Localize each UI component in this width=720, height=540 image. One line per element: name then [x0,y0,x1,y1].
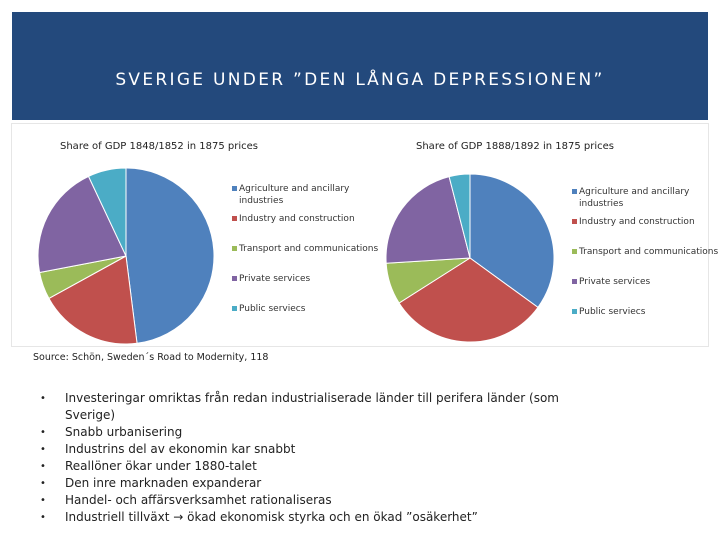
legend-item: Private services [232,273,389,285]
bullet-dot: • [40,495,46,506]
bullet-text: Den inre marknaden expanderar [65,476,262,490]
slice-public-services [87,167,127,257]
bullet-text: Reallöner ökar under 1880-talet [65,459,257,473]
slice-public-services [448,173,471,259]
bullet-text: Handel- och affärsverksamhet rationalise… [65,493,332,507]
slice-industry [398,257,539,343]
slice-agriculture [469,173,555,309]
bullet-dot: • [40,393,46,404]
source-citation: Source: Schön, Sweden´s Road to Modernit… [33,352,269,363]
slice-private-services [37,175,127,274]
legend-label: Transport and communications [579,247,719,257]
bullet-dot: • [40,461,46,472]
legend-item: Transport and communications [572,246,720,258]
bullet-text: Industrins del av ekonomin kar snabbt [65,442,296,456]
slice-private-services [385,176,471,264]
legend-item: Agriculture and ancillary industries [232,183,389,207]
legend-swatch [232,216,237,221]
bullet-list: • Investeringar omriktas från redan indus… [40,390,560,526]
legend-item: Agriculture and ancillary industries [572,186,720,210]
legend-swatch [572,219,577,224]
bullet-item: • Investeringar omriktas från redan indus… [40,390,560,424]
bullet-dot: • [40,478,46,489]
slide-header: SVERIGE UNDER ”DEN LÅNGA DEPRESSIONEN” [12,12,708,120]
legend-swatch [572,279,577,284]
bullet-dot: • [40,512,46,523]
bullet-item: • Snabb urbanisering [40,424,560,441]
legend-label: Private services [579,277,651,287]
bullet-item: • Reallöner ökar under 1880-talet [40,458,560,475]
bullet-dot: • [40,444,46,455]
legend-label: Agriculture and ancillary industries [579,187,690,209]
legend-item: Private services [572,276,720,288]
legend-label: Agriculture and ancillary industries [239,184,350,206]
legend-swatch [572,309,577,314]
bullet-text: Snabb urbanisering [65,425,183,439]
bullet-text: Investeringar omriktas från redan indust… [65,391,559,422]
bullet-item: • Industrins del av ekonomin kar snabbt [40,441,560,458]
legend-swatch [232,246,237,251]
legend-swatch [232,306,237,311]
bullet-item: • Handel- och affärsverksamhet rationalis… [40,492,560,509]
slide-title: SVERIGE UNDER ”DEN LÅNGA DEPRESSIONEN” [115,70,605,90]
legend-swatch [232,276,237,281]
bullet-text: Industriell tillväxt → ökad ekonomisk st… [65,510,478,524]
bullet-item: • Den inre marknaden expanderar [40,475,560,492]
legend-item: Industry and construction [232,213,389,225]
legend-item: Public serviecs [572,306,720,318]
legend-swatch [572,189,577,194]
legend-item: Industry and construction [572,216,720,228]
legend-item: Public serviecs [232,303,389,315]
legend-swatch [572,249,577,254]
legend-label: Industry and construction [579,217,695,227]
legend-label: Public serviecs [239,304,306,314]
legend-item: Transport and communications [232,243,389,255]
bullet-item: • Industriell tillväxt → ökad ekonomisk s… [40,509,560,526]
legend-label: Public serviecs [579,307,646,317]
legend-swatch [232,186,237,191]
bullet-dot: • [40,427,46,438]
chart-1-pie [37,167,215,345]
legend-label: Industry and construction [239,214,355,224]
chart-2-pie [385,173,555,343]
slice-agriculture [125,167,215,344]
slice-industry [48,255,138,345]
chart-2-title: Share of GDP 1888/1892 in 1875 prices [416,141,614,152]
chart-1-title: Share of GDP 1848/1852 in 1875 prices [60,141,258,152]
legend-label: Transport and communications [239,244,379,254]
legend-label: Private services [239,274,311,284]
